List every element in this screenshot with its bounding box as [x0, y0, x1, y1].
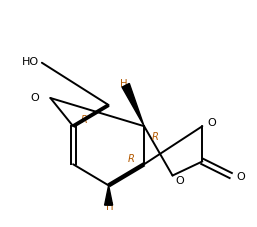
- Text: HO: HO: [22, 57, 39, 67]
- Text: R: R: [128, 154, 135, 164]
- Text: H: H: [121, 79, 128, 89]
- Text: O: O: [30, 93, 39, 103]
- Text: R: R: [152, 133, 159, 143]
- Text: R: R: [81, 115, 88, 125]
- Text: O: O: [175, 176, 184, 186]
- Text: H: H: [106, 202, 114, 212]
- Polygon shape: [105, 185, 113, 205]
- Text: O: O: [207, 118, 216, 128]
- Polygon shape: [122, 84, 144, 126]
- Text: O: O: [236, 172, 245, 182]
